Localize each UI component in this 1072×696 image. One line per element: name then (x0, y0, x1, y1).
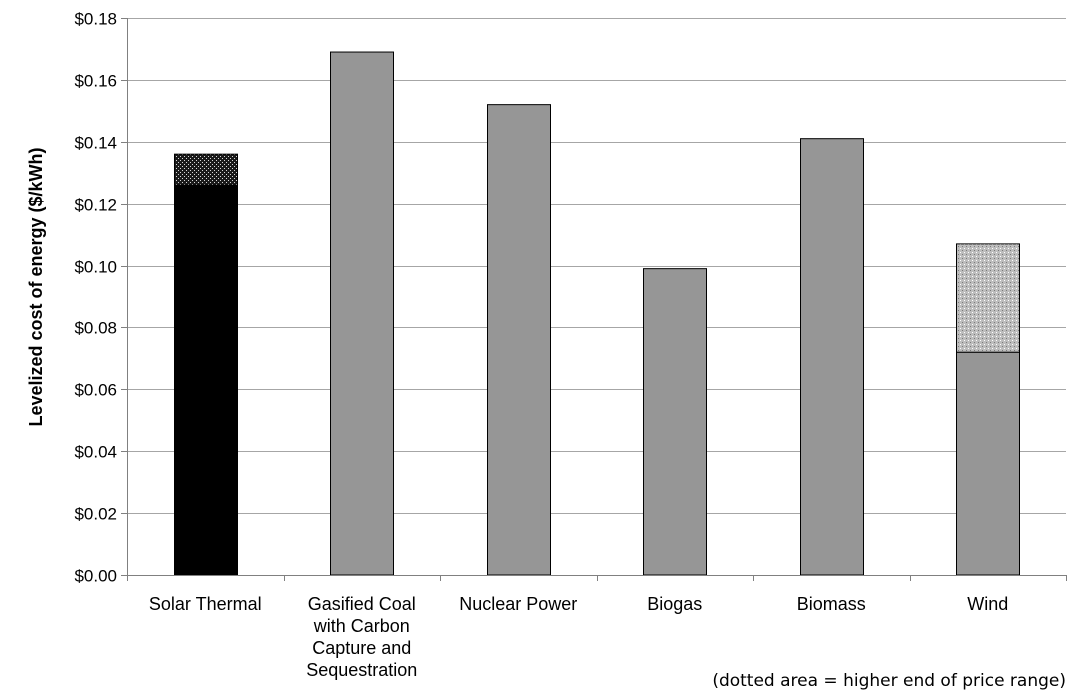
bar-base (800, 138, 864, 576)
y-tick-label: $0.04 (74, 443, 117, 462)
y-tick-label: $0.18 (74, 10, 117, 29)
x-category-label: Solar Thermal (149, 594, 262, 614)
y-tick-labels: $0.00 $0.02 $0.04 $0.06 $0.08 $0.10 $0.12 $0.14… (74, 10, 117, 586)
bars (174, 51, 1020, 576)
y-tick-label: $0.10 (74, 258, 117, 277)
y-tick-label: $0.00 (74, 567, 117, 586)
x-category-label: Biomass (797, 594, 866, 614)
y-axis-title: Levelized cost of energy ($/kWh) (26, 147, 46, 426)
bar-base (643, 268, 707, 576)
y-tick-label: $0.06 (74, 381, 117, 400)
axes (121, 18, 1067, 581)
x-category-label: Wind (967, 594, 1008, 614)
x-category-label: Gasified Coal with Carbon Capture and Seque… (306, 594, 417, 680)
x-category-labels: Solar Thermal Gasified Coal with Carbon Cap… (149, 594, 1008, 680)
x-category-label: Nuclear Power (459, 594, 577, 614)
y-tick-label: $0.14 (74, 134, 117, 153)
y-tick-label: $0.08 (74, 319, 117, 338)
dotted-area-note: (dotted area = higher end of price range… (712, 671, 1066, 691)
y-tick-label: $0.02 (74, 505, 117, 524)
bar-base (174, 184, 238, 576)
y-tick-label: $0.16 (74, 72, 117, 91)
y-tick-label: $0.12 (74, 196, 117, 215)
gridlines (127, 18, 1066, 514)
bar-base (956, 351, 1020, 576)
x-category-label: Biogas (647, 594, 702, 614)
bar-high-range (174, 153, 238, 186)
bar-high-range (956, 243, 1020, 353)
bar-base (330, 51, 394, 576)
bar-base (487, 104, 551, 576)
